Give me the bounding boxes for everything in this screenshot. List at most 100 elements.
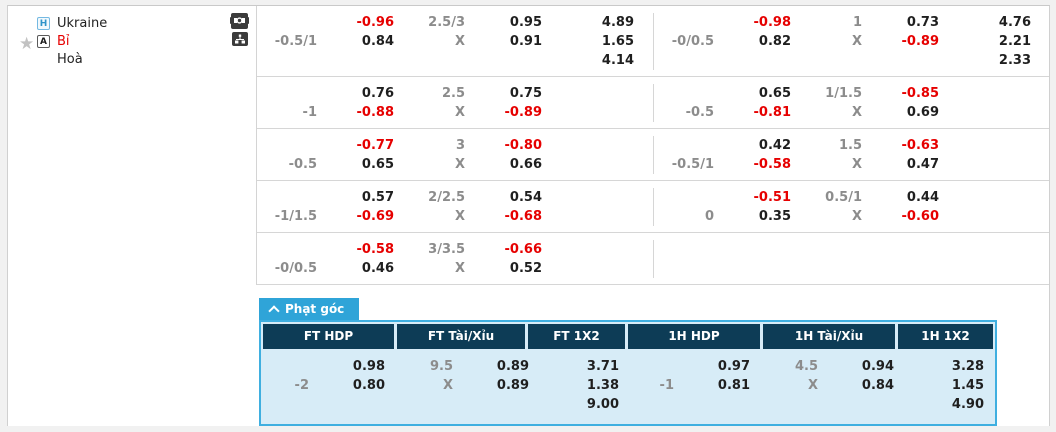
odds-value[interactable]: 0.57 [361,190,394,205]
odds-value[interactable]: 0.94 [861,359,894,374]
odds-value[interactable]: 0.75 [509,86,542,101]
handicap-label: -0.5/1 [671,157,714,172]
favorite-star-icon[interactable]: ★ [19,34,35,54]
odds-value[interactable]: 0.69 [906,105,939,120]
lineup-icon[interactable] [231,32,248,46]
odds-value[interactable]: -0.89 [901,34,939,49]
odds-value[interactable]: 0.76 [361,86,394,101]
odds-value[interactable]: 2.33 [998,53,1031,68]
line-label: X [454,261,465,276]
odds-value[interactable]: 9.00 [586,397,619,412]
handicap-label: -0.5 [288,157,317,172]
match-odds-panel: ★ H Ukraine A Bỉ Hoà [7,5,1050,426]
odds-value[interactable]: -0.68 [504,209,542,224]
odds-value[interactable]: 0.95 [509,15,542,30]
odds-value[interactable]: 0.82 [758,34,791,49]
odds-value[interactable]: -0.66 [504,242,542,257]
line-label: 1 [852,15,862,30]
odds-value[interactable]: 0.42 [758,138,791,153]
odds-value[interactable]: 4.90 [951,397,984,412]
odds-row: -1 0.76 -0.88 2.5 X 0.75 -0.89 -0.5 0.65 -0.81 1/1… [257,77,1049,129]
odds-value[interactable]: 3.71 [586,359,619,374]
line-label: X [454,34,465,49]
handicap-label: 0 [704,209,714,224]
odds-value[interactable]: 0.44 [906,190,939,205]
odds-value[interactable]: -0.58 [753,157,791,172]
odds-value[interactable]: -0.69 [356,209,394,224]
odds-row: -0/0.5 -0.58 0.46 3/3.5 X -0.66 0.52 [257,233,1049,285]
handicap-label: -1 [659,378,674,393]
odds-value[interactable]: 1.65 [601,34,634,49]
odds-value[interactable]: 0.89 [496,359,529,374]
odds-value[interactable]: 2.21 [998,34,1031,49]
odds-value[interactable]: 0.46 [361,261,394,276]
corner-tab-label: Phạt góc [285,302,345,316]
odds-value[interactable]: -0.63 [901,138,939,153]
header-1h-1x2: 1H 1X2 [898,324,993,349]
handicap-label: -0/0.5 [671,34,714,49]
line-label: X [454,157,465,172]
odds-value[interactable]: 0.97 [717,359,750,374]
draw-row: Hoà [37,50,256,68]
odds-half-right: -0.5/1 0.42 -0.58 1.5 X -0.63 0.47 [653,136,1049,174]
odds-value[interactable]: 0.47 [906,157,939,172]
handicap-label: -2 [294,378,309,393]
odds-value[interactable]: -0.60 [901,209,939,224]
odds-value[interactable]: 0.98 [352,359,385,374]
odds-value[interactable]: 4.76 [998,15,1031,30]
odds-value[interactable]: -0.77 [356,138,394,153]
away-badge: A [37,34,50,48]
handicap-label: -0/0.5 [274,261,317,276]
match-sidebar: ★ H Ukraine A Bỉ Hoà [8,6,256,426]
odds-value[interactable]: 0.66 [509,157,542,172]
odds-half-left: -0.5/1 -0.96 0.84 2.5/3 X 0.95 0.91 4.89 1.65 4.1… [257,13,653,70]
odds-value[interactable]: -0.96 [356,15,394,30]
handicap-label: -0.5/1 [274,34,317,49]
odds-value[interactable]: 0.52 [509,261,542,276]
odds-value[interactable]: 0.89 [496,378,529,393]
odds-value[interactable]: -0.89 [504,105,542,120]
home-team-row: H Ukraine [37,14,256,32]
odds-half-right: -0.5 0.65 -0.81 1/1.5 X -0.85 0.69 [653,84,1049,122]
odds-value[interactable]: -0.80 [504,138,542,153]
odds-value[interactable]: 0.35 [758,209,791,224]
odds-board-icon[interactable] [230,13,249,29]
odds-value[interactable]: 0.81 [717,378,750,393]
header-ft-ou: FT Tài/Xỉu [397,324,525,349]
line-label: X [454,105,465,120]
line-label: 3 [455,138,465,153]
odds-value[interactable]: 0.91 [509,34,542,49]
odds-value[interactable]: -0.81 [753,105,791,120]
corner-section: Phạt góc FT HDP FT Tài/Xỉu FT 1X2 1H HDP… [259,298,1049,426]
odds-value[interactable]: 0.84 [861,378,894,393]
odds-value[interactable]: 0.54 [509,190,542,205]
away-team-name: Bỉ [57,33,70,49]
odds-value[interactable]: 4.89 [601,15,634,30]
line-label: 2.5/3 [428,15,465,30]
line-label: 2/2.5 [428,190,465,205]
odds-value[interactable]: 0.65 [758,86,791,101]
home-team-name: Ukraine [57,15,108,31]
odds-value[interactable]: 3.28 [951,359,984,374]
draw-label: Hoà [57,51,83,67]
odds-row: -0.5/1 -0.96 0.84 2.5/3 X 0.95 0.91 4.89 1.65 4.1… [257,6,1049,77]
header-ft-1x2: FT 1X2 [528,324,625,349]
odds-value[interactable]: -0.85 [901,86,939,101]
corner-tab[interactable]: Phạt góc [259,298,360,320]
odds-value[interactable]: 4.14 [601,53,634,68]
odds-half-left: -0.5 -0.77 0.65 3 X -0.80 0.66 [257,136,653,174]
odds-value[interactable]: -0.98 [753,15,791,30]
odds-value[interactable]: -0.58 [356,242,394,257]
odds-value[interactable]: 0.65 [361,157,394,172]
odds-value[interactable]: 0.80 [352,378,385,393]
odds-value[interactable]: -0.51 [753,190,791,205]
line-label: X [807,378,818,393]
odds-value[interactable]: 0.73 [906,15,939,30]
odds-value[interactable]: 1.45 [951,378,984,393]
line-label: X [851,209,862,224]
odds-value[interactable]: 1.38 [586,378,619,393]
odds-half-right [653,240,1049,278]
odds-value[interactable]: -0.88 [356,105,394,120]
odds-value[interactable]: 0.84 [361,34,394,49]
line-label: X [442,378,453,393]
